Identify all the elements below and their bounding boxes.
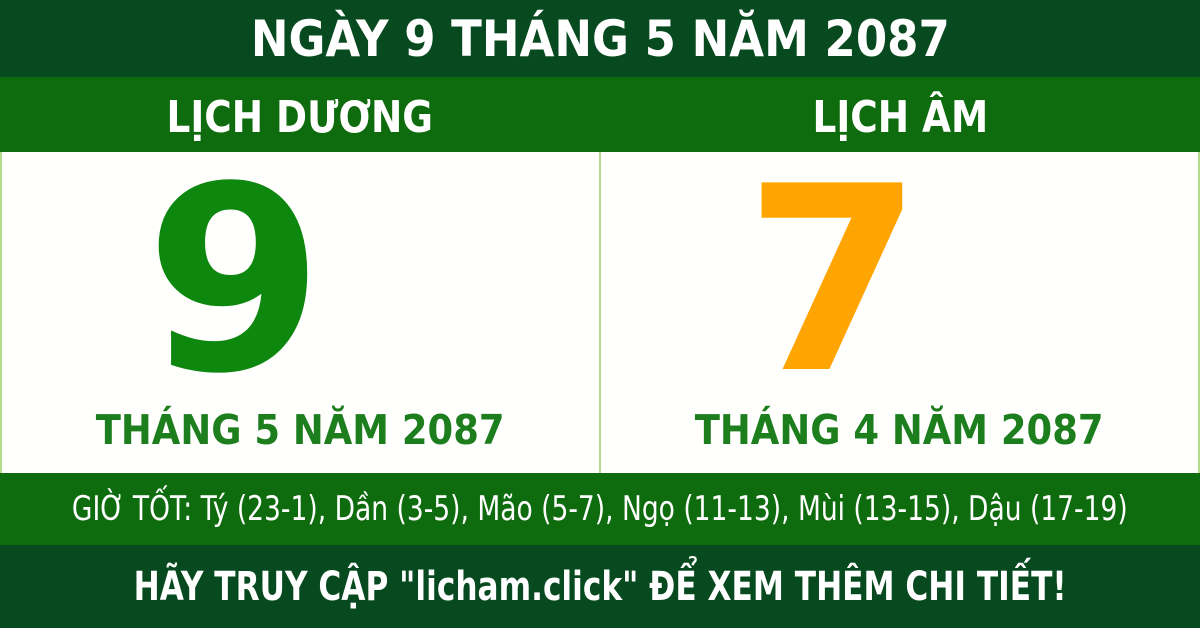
column-divider bbox=[599, 152, 601, 473]
dates-panel: 9 THÁNG 5 NĂM 2087 7 THÁNG 4 NĂM 2087 bbox=[0, 152, 1200, 473]
lunar-date-panel: 7 THÁNG 4 NĂM 2087 bbox=[601, 152, 1198, 473]
banner-footer: HÃY TRUY CẬP "licham.click" ĐỂ XEM THÊM … bbox=[0, 545, 1200, 628]
solar-date-panel: 9 THÁNG 5 NĂM 2087 bbox=[2, 152, 599, 473]
good-hours-bar: GIỜ TỐT: Tý (23-1), Dần (3-5), Mão (5-7)… bbox=[0, 473, 1200, 545]
lunar-calendar-heading: LỊCH ÂM bbox=[600, 77, 1200, 152]
header-date-title: NGÀY 9 THÁNG 5 NĂM 2087 bbox=[250, 9, 950, 68]
calendar-type-bar: LỊCH DƯƠNG LỊCH ÂM bbox=[0, 77, 1200, 152]
solar-calendar-label: LỊCH DƯƠNG bbox=[166, 92, 434, 143]
banner-header: NGÀY 9 THÁNG 5 NĂM 2087 bbox=[0, 0, 1200, 77]
lunar-calendar-label: LỊCH ÂM bbox=[812, 92, 988, 143]
solar-day-number: 9 bbox=[145, 132, 324, 430]
footer-cta-text: HÃY TRUY CẬP "licham.click" ĐỂ XEM THÊM … bbox=[133, 563, 1067, 610]
solar-month-year: THÁNG 5 NĂM 2087 bbox=[96, 406, 505, 454]
lunar-day-number: 7 bbox=[744, 132, 923, 430]
solar-calendar-heading: LỊCH DƯƠNG bbox=[0, 77, 600, 152]
good-hours-text: GIỜ TỐT: Tý (23-1), Dần (3-5), Mão (5-7)… bbox=[72, 489, 1128, 529]
lunar-month-year: THÁNG 4 NĂM 2087 bbox=[695, 406, 1104, 454]
